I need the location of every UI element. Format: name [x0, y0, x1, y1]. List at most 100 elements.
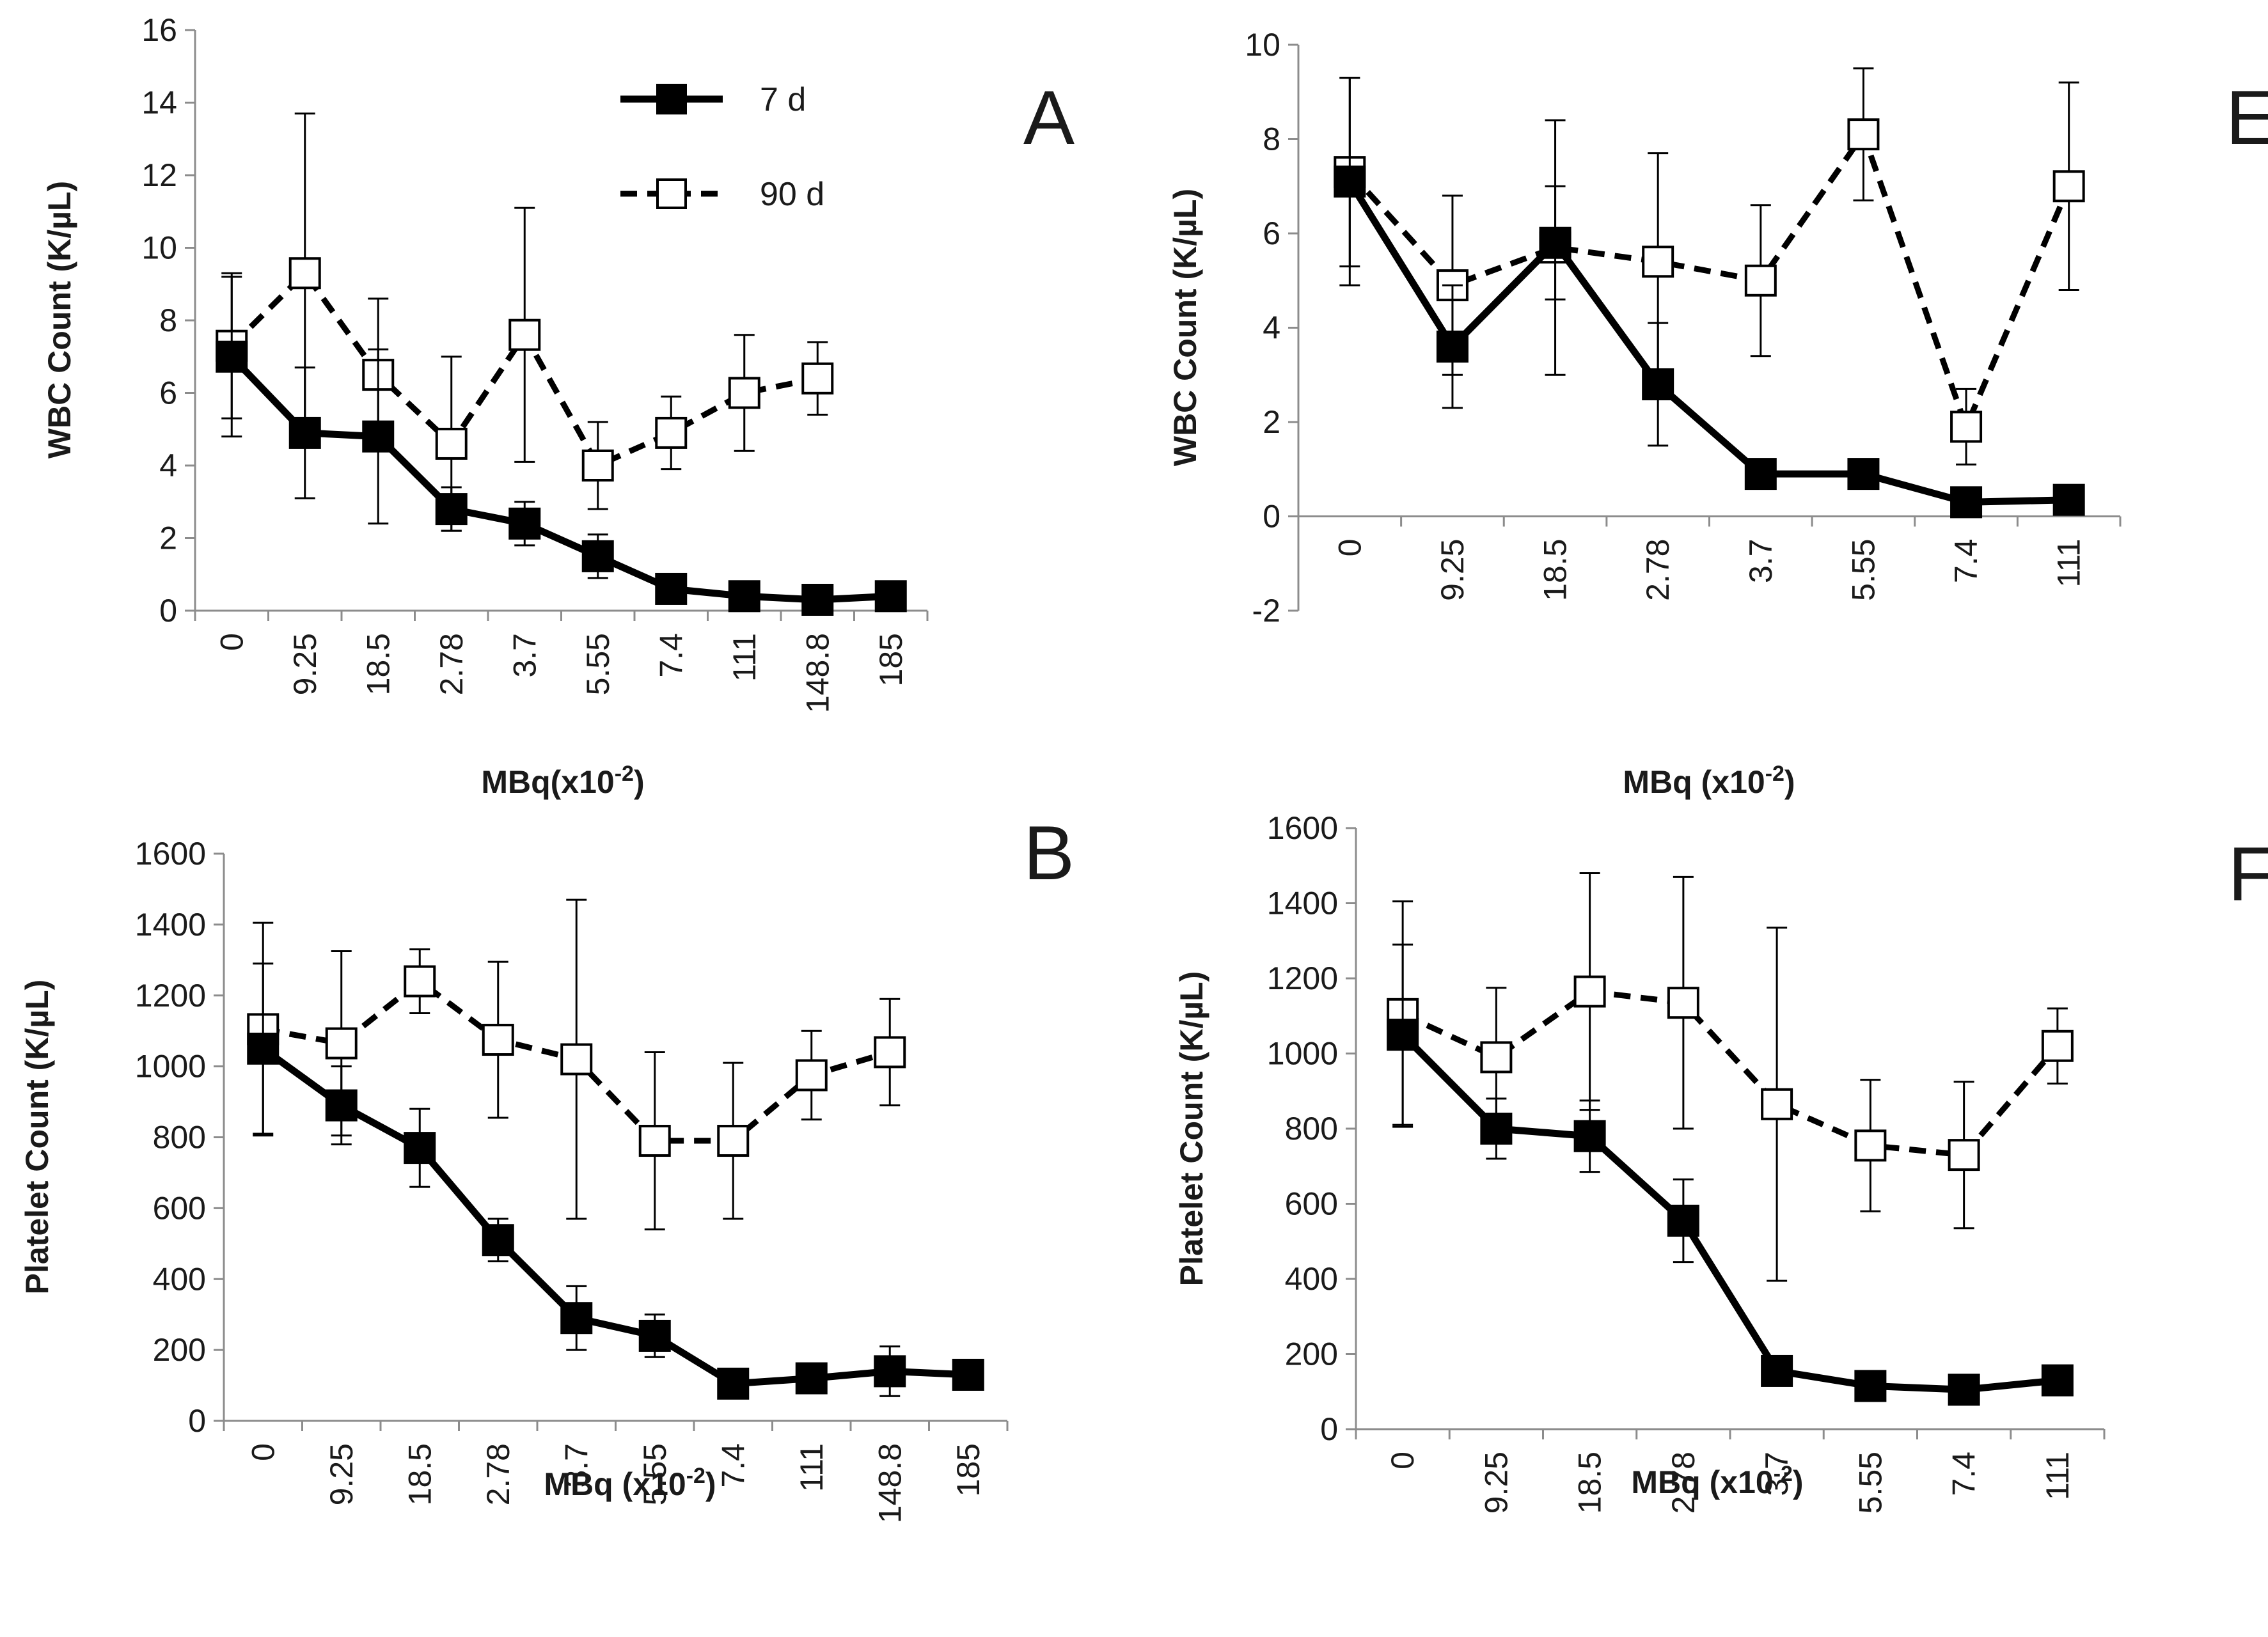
legend-label-90d: 90 d: [760, 176, 824, 213]
marker-90d: [1761, 1088, 1793, 1120]
panel-letter: B: [1023, 810, 1075, 896]
marker-90d: [1642, 246, 1674, 278]
marker-90d: [801, 362, 834, 395]
marker-7d: [216, 340, 248, 373]
y-tick-label: 12: [141, 157, 177, 193]
marker-7d: [874, 1355, 906, 1388]
y-tick-label: 0: [188, 1403, 206, 1439]
marker-7d: [1847, 458, 1880, 490]
marker-7d: [638, 1319, 671, 1352]
marker-7d: [717, 1367, 750, 1400]
series-line-7d: [229, 354, 892, 604]
y-tick-label: 14: [141, 85, 177, 121]
marker-90d: [482, 1024, 514, 1056]
marker-90d: [2041, 1030, 2074, 1062]
marker-7d: [1642, 368, 1674, 400]
marker-7d: [952, 1358, 984, 1391]
y-tick-label: 1000: [135, 1049, 206, 1085]
marker-7d: [2052, 483, 2085, 516]
marker-7d: [1948, 1374, 1980, 1406]
y-tick-label: 1400: [135, 907, 206, 943]
y-axis-title: Platelet Count (K/µL): [19, 980, 55, 1295]
marker-7d: [288, 416, 321, 449]
legend-label-7d: 7 d: [760, 81, 806, 118]
series-line-7d: [1346, 179, 2069, 506]
marker-7d: [560, 1302, 593, 1335]
y-tick-label: 400: [153, 1261, 206, 1297]
y-tick-label: 4: [159, 448, 177, 483]
panel-b-platelet-chart: 0 200 400 600 800 1000 1200 1400 1600 0 9.25 18.5 2.…: [19, 810, 1075, 1523]
y-tick-label: -2: [1252, 593, 1280, 629]
marker-7d: [1436, 331, 1469, 363]
x-tick-label: 5.55: [1852, 1452, 1888, 1514]
marker-7d: [325, 1089, 358, 1122]
x-tick-label: 18.5: [1538, 539, 1573, 601]
marker-7d: [1950, 486, 1983, 519]
x-tick-label: 2.78: [480, 1443, 516, 1505]
y-tick-label: 2: [1263, 404, 1280, 440]
marker-90d: [1950, 411, 1983, 443]
x-axis-title: MBq(x10-2): [481, 762, 644, 800]
series-line-90d: [1347, 131, 2072, 430]
y-tick-label: 8: [1263, 121, 1280, 157]
x-tick-label: 9.25: [287, 633, 323, 695]
x-tick-label: 3.7: [558, 1443, 594, 1488]
x-tick-label: 2.78: [1640, 539, 1676, 601]
x-tick-label: 5.55: [580, 633, 616, 695]
x-tick-label: 185: [873, 633, 909, 686]
x-tick-label: 111: [727, 633, 762, 682]
x-tick-label: 148.8: [872, 1443, 908, 1523]
y-tick-label: 200: [1285, 1336, 1338, 1372]
marker-90d: [288, 257, 321, 290]
marker-90d: [404, 965, 436, 998]
marker-7d: [404, 1132, 436, 1164]
y-tick-label: 6: [159, 375, 177, 411]
marker-7d: [1854, 1370, 1887, 1402]
marker-90d: [638, 1125, 671, 1157]
legend-marker-90d: [656, 178, 687, 209]
x-tick-label: 5.55: [1845, 539, 1881, 601]
x-tick-label: 9.25: [1478, 1452, 1514, 1514]
marker-90d: [1744, 264, 1777, 297]
x-tick-label: 18.5: [1572, 1452, 1608, 1514]
panel-a-wbc-chart: 0 2 4 6 8 10 12 14 16 0 9.25 18.5 2.78 3.7 5.55 7.4 111 1…: [42, 12, 1075, 800]
x-axis-title: MBq (x10-2): [1631, 1462, 1803, 1500]
marker-90d: [874, 1036, 906, 1069]
marker-90d: [795, 1059, 828, 1092]
y-tick-label: 4: [1263, 310, 1280, 346]
y-tick-label: 1000: [1267, 1036, 1338, 1072]
x-tick-label: 7.4: [1948, 539, 1984, 584]
marker-7d: [874, 580, 907, 613]
y-tick-label: 1200: [1267, 960, 1338, 996]
marker-90d: [2052, 170, 2085, 203]
x-axis-title: MBq (x10-2): [1623, 762, 1795, 800]
legend: 7 d 90 d: [620, 81, 824, 213]
marker-7d: [655, 572, 688, 605]
y-tick-label: 2: [159, 521, 177, 556]
x-tick-label: 0: [214, 633, 249, 651]
x-tick-label: 7.4: [715, 1443, 751, 1488]
marker-7d: [801, 583, 834, 616]
marker-7d: [1667, 1204, 1699, 1237]
x-axis-title: MBq (x10-2): [544, 1464, 716, 1502]
marker-90d: [508, 318, 541, 351]
x-tick-label: 0: [245, 1443, 281, 1461]
x-tick-label: 111: [794, 1443, 830, 1492]
x-tick-label: 18.5: [360, 633, 396, 695]
y-tick-label: 800: [153, 1120, 206, 1155]
marker-90d: [1847, 118, 1880, 151]
marker-7d: [1573, 1120, 1606, 1152]
marker-90d: [728, 377, 760, 409]
x-tick-label: 9.25: [1435, 539, 1470, 601]
marker-7d: [1744, 458, 1777, 490]
y-tick-label: 10: [1245, 27, 1280, 63]
y-tick-label: 600: [153, 1190, 206, 1226]
marker-90d: [560, 1043, 593, 1076]
x-tick-label: 7.4: [1946, 1452, 1982, 1496]
x-tick-label: 0: [1385, 1452, 1421, 1469]
x-tick-label: 7.4: [653, 633, 689, 678]
y-tick-label: 1600: [1267, 810, 1338, 846]
panel-letter: E: [2226, 75, 2268, 161]
x-tick-label: 18.5: [402, 1443, 437, 1505]
panel-letter: A: [1023, 75, 1075, 161]
